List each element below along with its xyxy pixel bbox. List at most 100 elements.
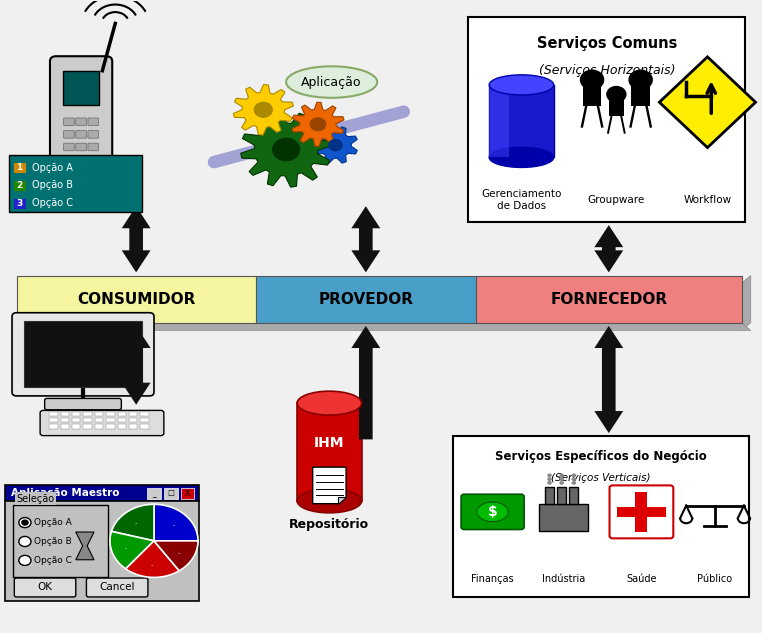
Circle shape (581, 70, 604, 89)
Circle shape (255, 103, 272, 117)
FancyBboxPatch shape (83, 424, 91, 429)
Circle shape (607, 87, 626, 103)
Ellipse shape (489, 75, 554, 95)
Text: ..: .. (172, 522, 176, 527)
Text: Groupware: Groupware (588, 195, 645, 205)
FancyBboxPatch shape (461, 494, 524, 530)
FancyBboxPatch shape (45, 398, 121, 410)
Text: Cancel: Cancel (99, 582, 135, 592)
FancyBboxPatch shape (75, 118, 86, 125)
FancyBboxPatch shape (181, 488, 194, 499)
Circle shape (547, 473, 552, 477)
Text: PROVEDOR: PROVEDOR (319, 292, 413, 306)
FancyBboxPatch shape (94, 411, 103, 416)
FancyBboxPatch shape (636, 492, 648, 532)
FancyBboxPatch shape (5, 501, 199, 601)
FancyBboxPatch shape (24, 321, 142, 387)
Ellipse shape (477, 502, 508, 522)
Circle shape (572, 477, 576, 481)
FancyBboxPatch shape (61, 418, 69, 422)
FancyBboxPatch shape (88, 130, 98, 138)
Circle shape (310, 118, 325, 130)
FancyBboxPatch shape (256, 275, 476, 323)
Polygon shape (594, 225, 623, 272)
FancyBboxPatch shape (140, 424, 149, 429)
FancyBboxPatch shape (14, 199, 26, 209)
FancyBboxPatch shape (86, 578, 148, 597)
Polygon shape (110, 531, 154, 569)
Text: IHM: IHM (314, 436, 344, 449)
FancyBboxPatch shape (50, 418, 58, 422)
FancyBboxPatch shape (147, 488, 161, 499)
Polygon shape (122, 326, 151, 404)
Text: Seleção: Seleção (17, 494, 55, 504)
FancyBboxPatch shape (631, 82, 650, 106)
Text: 3: 3 (17, 199, 23, 208)
Circle shape (273, 139, 299, 161)
Circle shape (19, 518, 31, 528)
FancyBboxPatch shape (61, 424, 69, 429)
Text: Opção C: Opção C (32, 198, 72, 208)
FancyBboxPatch shape (5, 485, 199, 501)
Text: $: $ (488, 505, 498, 519)
Polygon shape (233, 85, 293, 135)
Polygon shape (351, 326, 380, 439)
Text: CONSUMIDOR: CONSUMIDOR (77, 292, 195, 306)
Text: Finanças: Finanças (471, 574, 514, 584)
FancyBboxPatch shape (117, 418, 126, 422)
Circle shape (328, 139, 342, 151)
FancyBboxPatch shape (569, 487, 578, 505)
Polygon shape (122, 206, 151, 272)
FancyBboxPatch shape (489, 85, 508, 158)
Polygon shape (292, 103, 344, 146)
FancyBboxPatch shape (17, 275, 256, 323)
Polygon shape (75, 532, 94, 560)
Text: Opção C: Opção C (34, 556, 72, 565)
FancyBboxPatch shape (14, 163, 26, 173)
Text: ..: .. (178, 549, 181, 555)
Text: Workflow: Workflow (684, 195, 732, 205)
Ellipse shape (286, 66, 377, 98)
Text: Público: Público (697, 574, 732, 584)
FancyBboxPatch shape (12, 313, 154, 396)
Text: Opção B: Opção B (34, 537, 72, 546)
FancyBboxPatch shape (72, 411, 80, 416)
FancyBboxPatch shape (476, 275, 741, 323)
Circle shape (559, 481, 564, 485)
Circle shape (19, 555, 31, 565)
Text: 2: 2 (17, 181, 23, 190)
FancyBboxPatch shape (83, 411, 91, 416)
Ellipse shape (297, 391, 362, 415)
FancyBboxPatch shape (50, 411, 58, 416)
Text: Aplicação Maestro: Aplicação Maestro (11, 488, 120, 498)
FancyBboxPatch shape (40, 410, 164, 436)
Text: ..: .. (135, 520, 138, 525)
FancyBboxPatch shape (64, 118, 74, 125)
Polygon shape (17, 323, 751, 330)
Text: Opção B: Opção B (32, 180, 72, 191)
Circle shape (559, 473, 564, 477)
FancyBboxPatch shape (469, 17, 745, 222)
FancyBboxPatch shape (117, 424, 126, 429)
FancyBboxPatch shape (106, 418, 114, 422)
Text: _: _ (152, 489, 156, 498)
FancyBboxPatch shape (140, 418, 149, 422)
Polygon shape (314, 127, 357, 163)
FancyBboxPatch shape (61, 411, 69, 416)
FancyBboxPatch shape (14, 578, 75, 597)
Polygon shape (659, 57, 756, 147)
Polygon shape (241, 112, 331, 187)
Polygon shape (312, 467, 346, 504)
FancyBboxPatch shape (609, 96, 624, 115)
Circle shape (629, 70, 652, 89)
FancyBboxPatch shape (489, 85, 554, 158)
Text: ..: .. (151, 562, 154, 567)
FancyBboxPatch shape (557, 487, 566, 505)
Text: Opção A: Opção A (32, 163, 72, 173)
FancyBboxPatch shape (610, 486, 674, 538)
Text: Aplicação: Aplicação (302, 75, 362, 89)
FancyBboxPatch shape (13, 505, 107, 577)
Text: Serviços Específicos do Negócio: Serviços Específicos do Negócio (495, 450, 707, 463)
FancyBboxPatch shape (50, 424, 58, 429)
FancyBboxPatch shape (94, 418, 103, 422)
